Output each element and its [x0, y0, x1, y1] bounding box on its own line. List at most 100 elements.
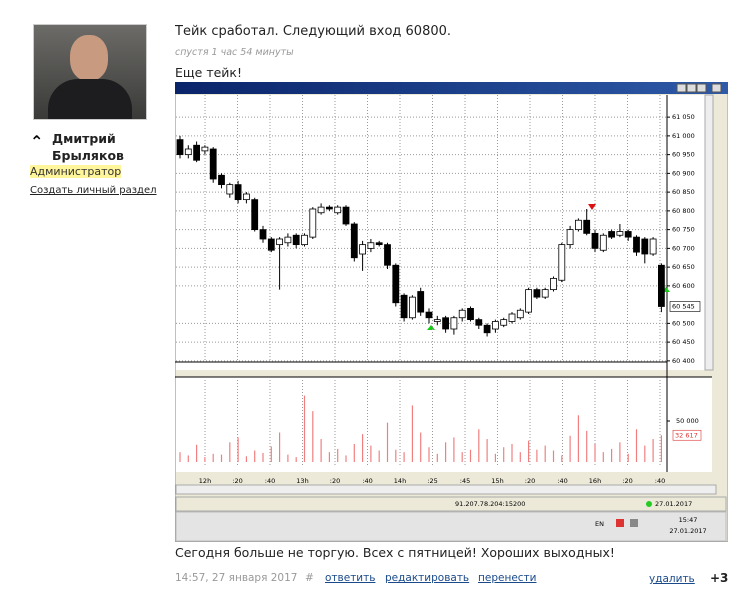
- title-bar: [175, 82, 728, 94]
- delete-link[interactable]: удалить: [649, 573, 695, 585]
- h-scrollbar: [175, 484, 717, 495]
- last-price-box: [669, 301, 701, 312]
- candle-body: [276, 238, 284, 246]
- candle-body: [392, 264, 400, 304]
- candle-body: [292, 234, 300, 246]
- candle-body: [367, 242, 375, 249]
- x-tick-label: :20: [232, 477, 242, 485]
- candle-body: [284, 236, 292, 244]
- y-tick-label: 60 800: [672, 207, 695, 215]
- x-tick-label: 15h: [491, 477, 503, 485]
- candle-body: [624, 231, 632, 238]
- y-tick-label: 60 600: [672, 282, 695, 290]
- candle-body: [541, 289, 549, 298]
- candle-body: [251, 199, 259, 231]
- x-tick-label: :40: [265, 477, 275, 485]
- y-tick-label: 61 000: [672, 132, 695, 140]
- status-server: 91.207.78.204:15200: [455, 500, 525, 508]
- candle-body: [242, 193, 250, 201]
- rating: +3: [710, 571, 729, 585]
- x-tick-label: :20: [525, 477, 535, 485]
- candle-body: [591, 232, 599, 249]
- y-tick-label: 60 950: [672, 151, 695, 159]
- candle-body: [417, 291, 425, 313]
- candle-body: [450, 317, 458, 330]
- anchor-link[interactable]: #: [305, 572, 314, 584]
- candle-body: [193, 144, 201, 161]
- volume-pane: [176, 377, 712, 472]
- post-date: 14:57, 27 января 2017: [175, 572, 298, 584]
- y-tick-label: 60 750: [672, 226, 695, 234]
- window-buttons: [676, 83, 722, 93]
- x-tick-label: 12h: [199, 477, 211, 485]
- candle-body: [375, 242, 383, 246]
- candle-body: [259, 229, 267, 240]
- candle-body: [575, 219, 582, 231]
- candle-body: [342, 206, 350, 225]
- y-tick-label: 60 500: [672, 319, 695, 327]
- status-bar: [175, 496, 727, 512]
- candle-body: [566, 229, 574, 246]
- last-volume-box: [672, 429, 702, 441]
- avatar-body: [48, 79, 132, 119]
- candle-body: [334, 206, 342, 214]
- screenshot: 91.207.78.204:15200 27.01.2017 EN 15:47 …: [175, 82, 728, 542]
- connection-icon: [646, 501, 652, 507]
- candle-body: [325, 206, 333, 210]
- avatar: [33, 24, 147, 120]
- x-tick-label: :25: [427, 477, 437, 485]
- candle-body: [234, 184, 242, 201]
- candle-body: [558, 244, 566, 281]
- candle-body: [483, 324, 491, 334]
- candle-body: [649, 238, 657, 255]
- candle-body: [226, 184, 234, 195]
- reply-link[interactable]: ответить: [325, 572, 376, 584]
- status-date: 27.01.2017: [655, 500, 692, 508]
- buy-signal: [427, 325, 435, 330]
- candle-body: [201, 146, 209, 152]
- x-tick-label: 14h: [394, 477, 406, 485]
- candle-body: [467, 307, 474, 321]
- candle-body: [184, 148, 192, 156]
- author-name[interactable]: Дмитрий Брыляков: [52, 131, 124, 163]
- x-tick-label: :40: [557, 477, 567, 485]
- candle-body: [442, 317, 450, 330]
- candle-body: [550, 277, 557, 291]
- candle-body: [359, 244, 367, 255]
- candle-body: [176, 139, 184, 156]
- candle-body: [525, 289, 532, 313]
- author-link[interactable]: Создать личный раздел: [30, 185, 157, 196]
- vote-up[interactable]: ⌃: [30, 132, 44, 151]
- candle-body: [400, 294, 408, 319]
- last-price-label: 60 545: [672, 303, 695, 311]
- x-tick-label: 16h: [589, 477, 601, 485]
- taskbar-date: 27.01.2017: [669, 527, 706, 535]
- candle-body: [425, 311, 433, 319]
- x-tick-label: :20: [330, 477, 340, 485]
- candle-body: [218, 174, 225, 186]
- candle-body: [309, 208, 317, 238]
- last-volume-label: 32 617: [675, 431, 698, 439]
- taskbar-lang: EN: [595, 520, 604, 528]
- y-tick-label: 60 700: [672, 244, 695, 252]
- candle-body: [267, 238, 275, 251]
- post-time-ago: спустя 1 час 54 минуты: [175, 47, 294, 58]
- post-text: Еще тейк!: [175, 65, 242, 80]
- y-tick-label: 60 850: [672, 188, 695, 196]
- edit-link[interactable]: редактировать: [385, 572, 470, 584]
- candle-body: [350, 223, 358, 259]
- tray-icon: [630, 519, 638, 527]
- candle-body: [491, 321, 499, 330]
- x-tick-label: :45: [460, 477, 470, 485]
- candle-body: [583, 219, 591, 234]
- candle-body: [658, 264, 665, 307]
- candle-body: [641, 238, 649, 255]
- candle-body: [608, 231, 615, 238]
- x-tick-label: 13h: [296, 477, 308, 485]
- x-tick-label: :40: [362, 477, 372, 485]
- y-tick-label: 61 050: [672, 113, 695, 121]
- candle-body: [500, 319, 508, 326]
- candle-body: [209, 148, 217, 180]
- move-link[interactable]: перенести: [478, 572, 537, 584]
- post-title: Тейк сработал. Следующий вход 60800.: [175, 24, 452, 39]
